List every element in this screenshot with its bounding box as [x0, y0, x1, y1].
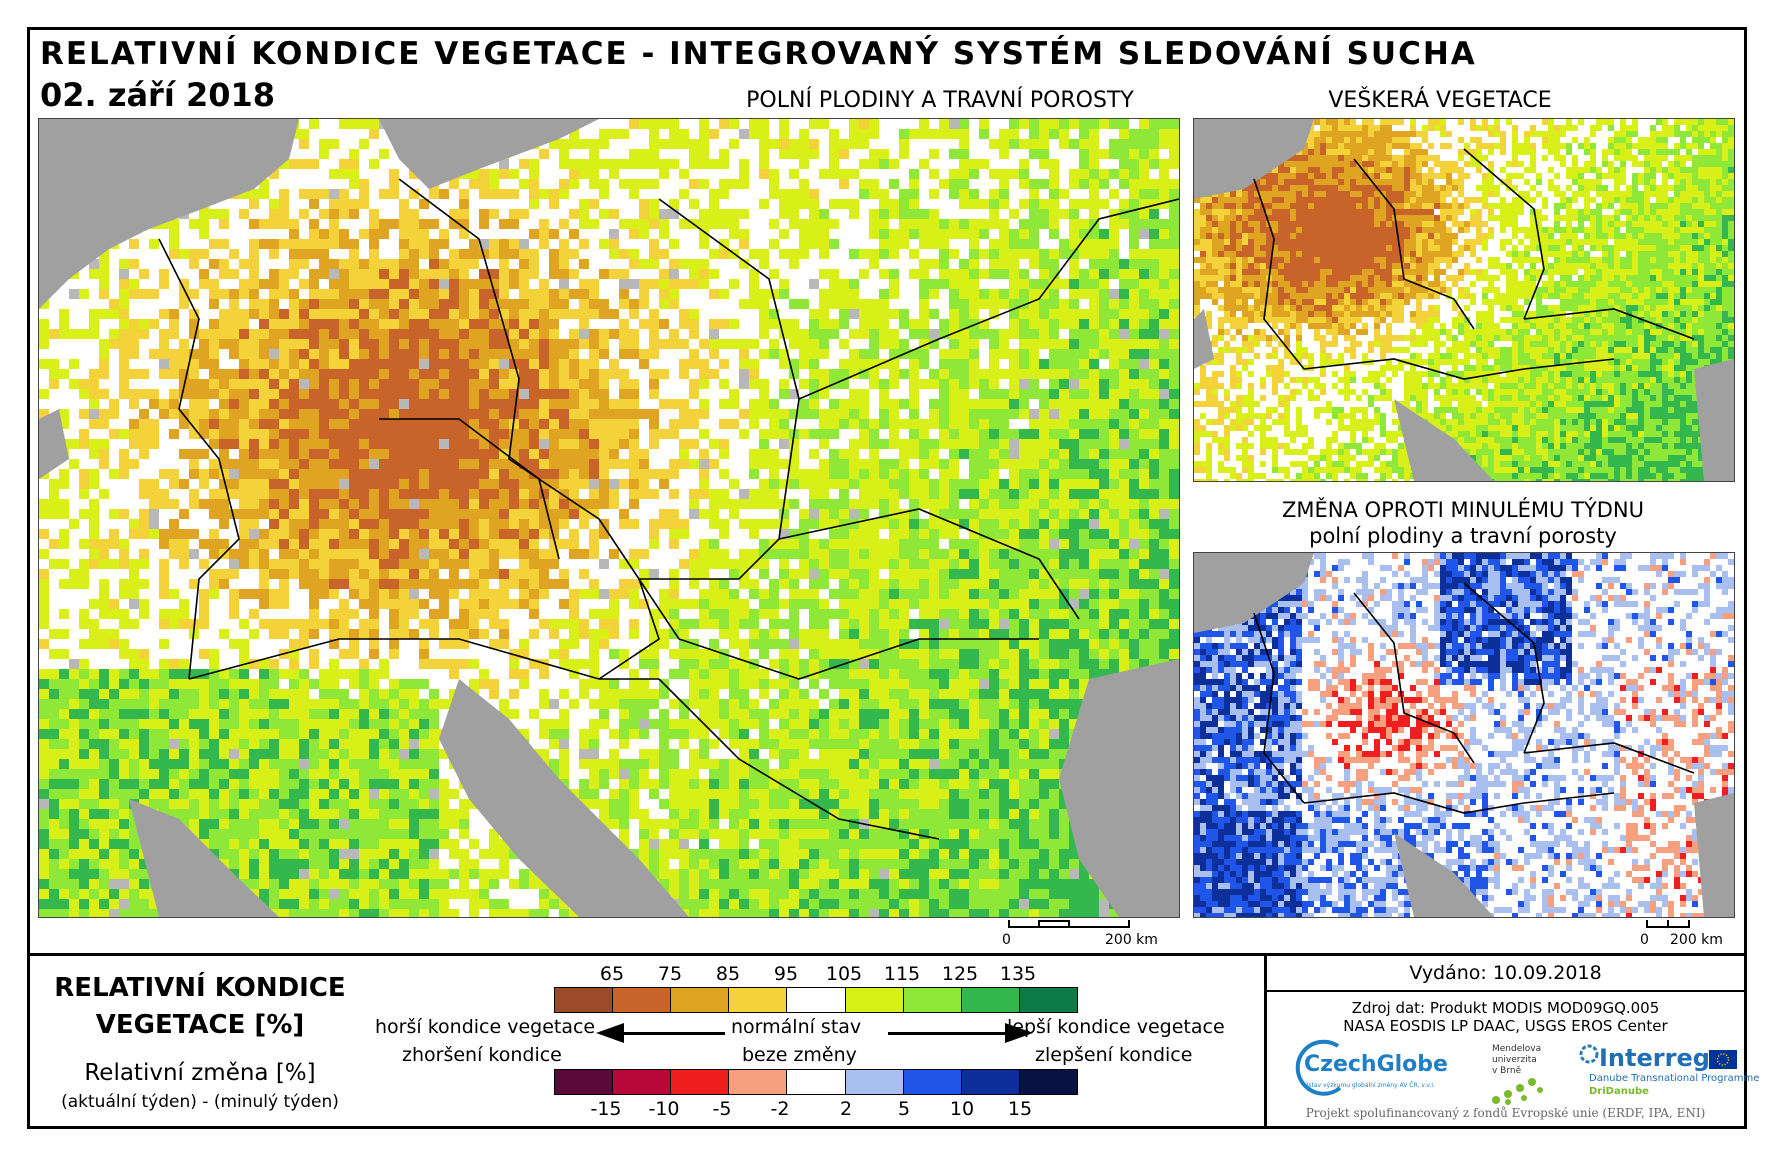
interreg-logo: Interreg Danube Transnational Programme … — [1575, 1040, 1759, 1110]
change-tick: 2 — [840, 1098, 852, 1120]
condition-color-swatch — [961, 988, 1020, 1012]
change-map-label-1: ZMĚNA OPROTI MINULÉMU TÝDNU — [1193, 498, 1733, 522]
change-tick: -2 — [771, 1098, 790, 1120]
change-color-bar — [554, 1069, 1078, 1095]
condition-color-swatch — [1019, 988, 1077, 1012]
condition-tick: 105 — [826, 963, 862, 985]
figure-frame: RELATIVNÍ KONDICE VEGETACE - INTEGROVANÝ… — [27, 27, 1759, 1129]
condition-color-swatch — [729, 988, 788, 1012]
main-map-label: POLNÍ PLODINY A TRAVNÍ POROSTY — [690, 88, 1190, 113]
info-subdivider — [1264, 990, 1744, 992]
condition-tick: 135 — [1000, 963, 1036, 985]
change-tick: -10 — [648, 1098, 679, 1120]
change-color-swatch — [903, 1070, 962, 1094]
all-vegetation-label: VEŠKERÁ VEGETACE — [1200, 88, 1680, 113]
legend-title-1: RELATIVNÍ KONDICE — [30, 973, 370, 1003]
interreg-name: Interreg — [1599, 1044, 1710, 1072]
change-map-label-2: polní plodiny a travní porosty — [1193, 524, 1733, 548]
dridanube-name: DriDanube — [1589, 1086, 1649, 1097]
change-color-swatch — [787, 1070, 846, 1094]
legend-title-2: VEGETACE [%] — [30, 1010, 370, 1040]
better-condition-label: lepší kondice vegetace — [1007, 1016, 1225, 1038]
change-tick: 10 — [950, 1098, 974, 1120]
czechglobe-subtitle: Ústav výzkumu globální změny AV ČR, v.v.… — [1304, 1082, 1435, 1089]
condition-tick: 115 — [884, 963, 920, 985]
mendel-text-2: univerzita — [1492, 1055, 1541, 1066]
interreg-programme: Danube Transnational Programme — [1589, 1073, 1759, 1084]
condition-tick: 125 — [942, 963, 978, 985]
issued-date: Vydáno: 10.09.2018 — [1267, 962, 1744, 984]
normal-state-label: normální stav — [731, 1016, 861, 1038]
mendel-text-3: v Brně — [1492, 1066, 1541, 1077]
change-color-swatch — [845, 1070, 904, 1094]
condition-color-swatch — [555, 988, 614, 1012]
condition-tick: 65 — [600, 963, 624, 985]
change-tick: -15 — [590, 1098, 621, 1120]
change-legend-subtitle: (aktuální týden) - (minulý týden) — [30, 1092, 370, 1112]
info-divider — [1264, 953, 1267, 1126]
main-map — [38, 118, 1180, 918]
change-ticks: -15 -10 -5 -2 2 5 10 15 — [30, 1098, 1130, 1122]
worse-condition-label: horší kondice vegetace — [375, 1016, 595, 1038]
better-change-label: zlepšení kondice — [1035, 1044, 1192, 1066]
weekly-change-map — [1193, 552, 1735, 918]
source-line-2: NASA EOSDIS LP DAAC, USGS EROS Center — [1267, 1017, 1744, 1035]
eu-funding-footer: Projekt spolufinancovaný z fondů Evropsk… — [1267, 1106, 1744, 1120]
condition-color-swatch — [613, 988, 672, 1012]
change-color-swatch — [613, 1070, 672, 1094]
condition-color-swatch — [845, 988, 904, 1012]
change-color-swatch — [729, 1070, 788, 1094]
change-color-swatch — [1019, 1070, 1077, 1094]
report-date: 02. září 2018 — [40, 76, 275, 114]
legend-divider — [30, 953, 1744, 956]
czechglobe-logo: CzechGlobe Ústav výzkumu globální změny … — [1290, 1038, 1450, 1098]
condition-color-bar — [554, 987, 1078, 1013]
worse-change-label: zhoršení kondice — [402, 1044, 562, 1066]
source-line-1: Zdroj dat: Produkt MODIS MOD09GQ.005 — [1267, 999, 1744, 1017]
czechglobe-name: CzechGlobe — [1304, 1052, 1448, 1077]
change-color-swatch — [555, 1070, 614, 1094]
condition-tick: 95 — [774, 963, 798, 985]
page-title: RELATIVNÍ KONDICE VEGETACE - INTEGROVANÝ… — [40, 36, 1477, 72]
condition-color-swatch — [903, 988, 962, 1012]
mendel-text-1: Mendelova — [1492, 1044, 1541, 1055]
condition-color-swatch — [787, 988, 846, 1012]
eu-flag-icon — [1709, 1050, 1737, 1069]
condition-tick: 85 — [716, 963, 740, 985]
change-color-swatch — [671, 1070, 730, 1094]
condition-ticks: 65 75 85 95 105 115 125 135 — [30, 963, 1130, 987]
all-vegetation-map — [1193, 118, 1735, 482]
change-tick: 5 — [898, 1098, 910, 1120]
no-change-label: beze změny — [742, 1044, 857, 1066]
change-color-swatch — [961, 1070, 1020, 1094]
change-tick: 15 — [1008, 1098, 1032, 1120]
change-tick: -5 — [713, 1098, 732, 1120]
mendel-university-logo: Mendelova univerzita v Brně — [1488, 1044, 1568, 1105]
condition-tick: 75 — [658, 963, 682, 985]
condition-color-swatch — [671, 988, 730, 1012]
change-legend-title: Relativní změna [%] — [30, 1060, 370, 1086]
